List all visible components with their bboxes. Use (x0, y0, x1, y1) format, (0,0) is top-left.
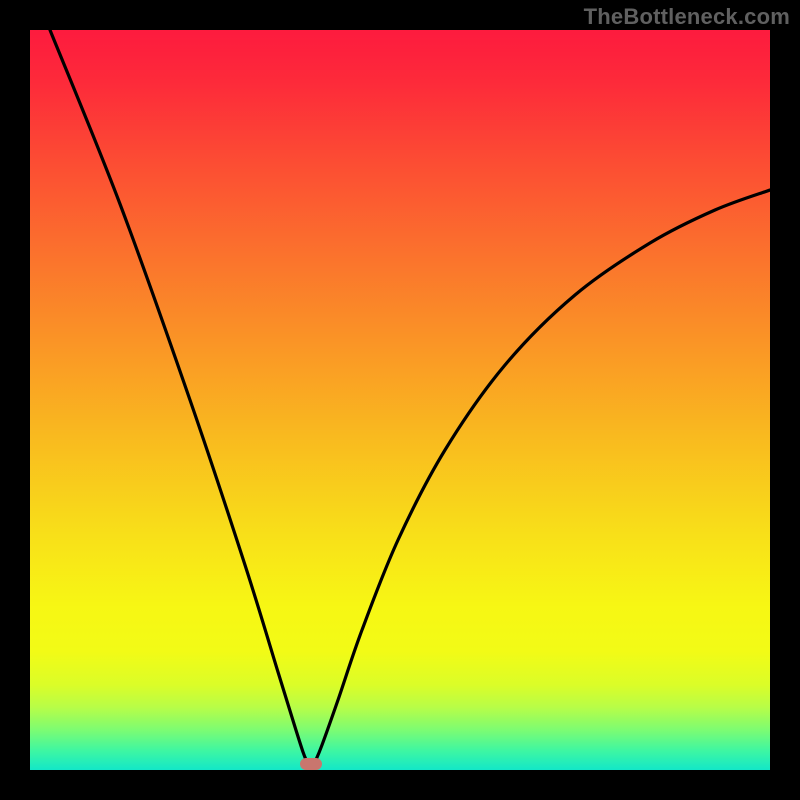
plot-background (30, 30, 770, 770)
dip-marker (300, 758, 322, 770)
watermark-label: TheBottleneck.com (584, 4, 790, 30)
chart-stage: TheBottleneck.com (0, 0, 800, 800)
chart-svg (0, 0, 800, 800)
